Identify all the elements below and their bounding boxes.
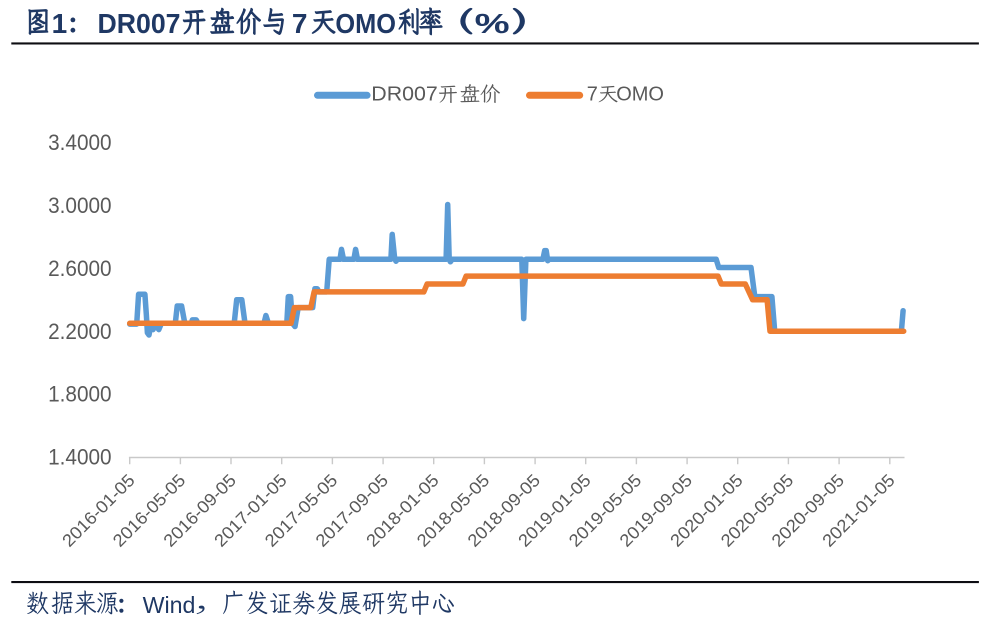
svg-text:3.4000: 3.4000 — [48, 130, 112, 155]
svg-text:DR007: DR007 — [98, 8, 181, 39]
svg-text:2.2000: 2.2000 — [48, 319, 112, 344]
svg-text:3.0000: 3.0000 — [48, 193, 112, 218]
svg-text:DR007: DR007 — [371, 84, 438, 106]
svg-text:1.4000: 1.4000 — [48, 445, 112, 470]
svg-text:1: 1 — [52, 8, 68, 39]
svg-text:OMO: OMO — [616, 84, 664, 106]
svg-text:%: % — [475, 8, 510, 39]
svg-text:1.8000: 1.8000 — [48, 382, 112, 407]
svg-text:7: 7 — [292, 8, 308, 39]
svg-text:OMO: OMO — [335, 8, 396, 39]
svg-text:7: 7 — [587, 84, 598, 106]
svg-text:Wind: Wind — [143, 592, 196, 618]
svg-text:2.6000: 2.6000 — [48, 256, 112, 281]
